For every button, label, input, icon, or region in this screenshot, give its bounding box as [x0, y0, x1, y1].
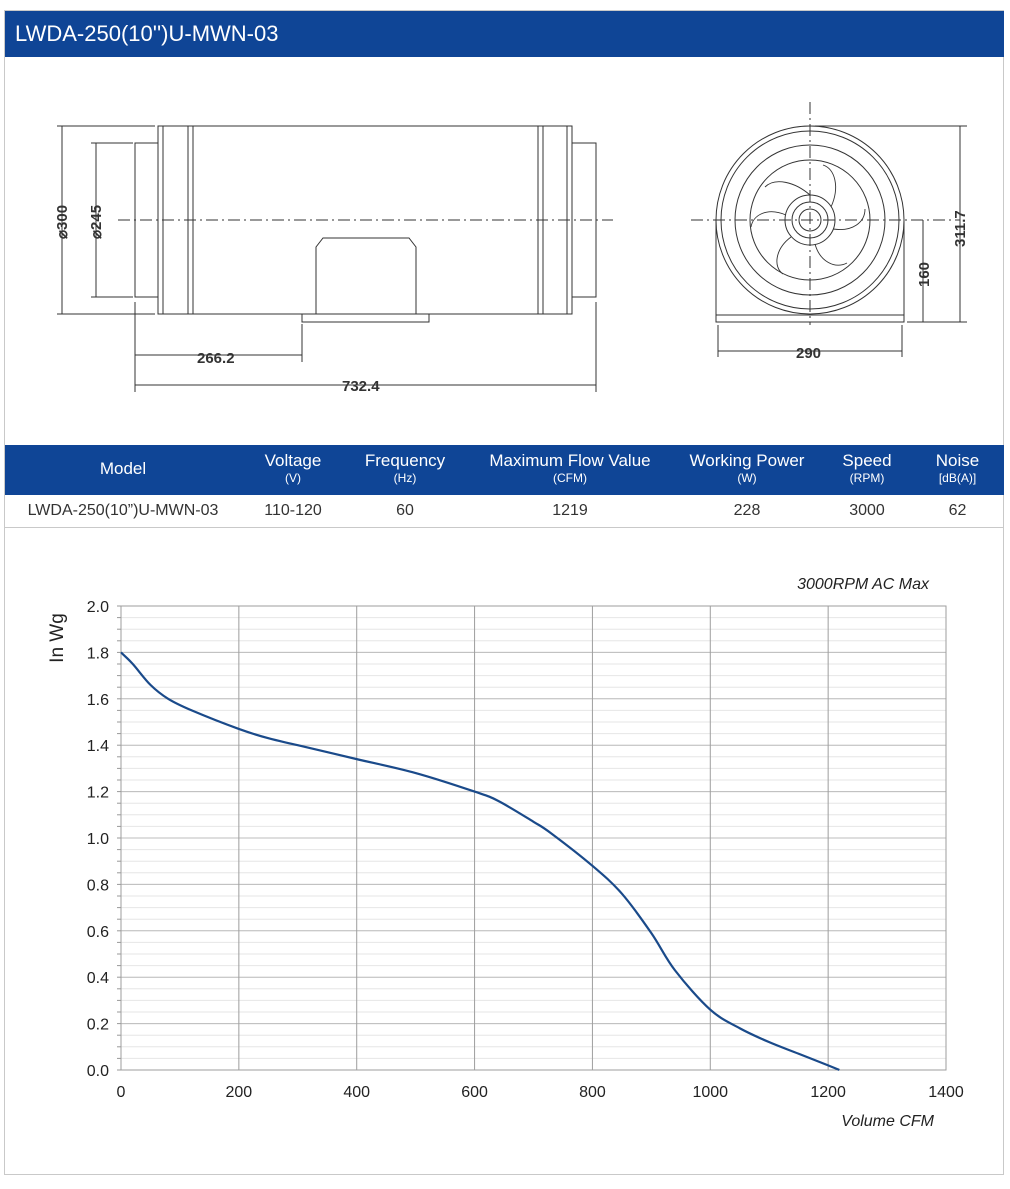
dim-outer-dia: ⌀300: [54, 205, 71, 239]
cell-model: LWDA-250(10”)U-MWN-03: [27, 502, 219, 519]
y-axis-label: In Wg: [47, 613, 68, 663]
cell-max-flow: 1219: [552, 502, 588, 519]
header-frequency: Frequency (Hz): [364, 451, 446, 485]
header-noise: Noise [dB(A)]: [935, 451, 980, 485]
y-tick-label: 0.8: [87, 877, 109, 894]
header-max-flow: Maximum Flow Value (CFM): [489, 451, 651, 485]
y-tick-label: 0.4: [87, 970, 109, 987]
y-tick-label: 1.0: [87, 831, 109, 848]
header-working-power: Working Power (W): [689, 451, 805, 485]
x-axis-label: Volume CFM: [841, 1113, 934, 1130]
y-tick-label: 0.0: [87, 1063, 109, 1080]
y-tick-label: 1.8: [87, 645, 109, 662]
dim-width: 290: [796, 345, 821, 362]
dim-center-height: 160: [916, 262, 933, 287]
page-title: LWDA-250(10'')U-MWN-03: [15, 21, 279, 46]
x-tick-label: 1200: [810, 1084, 846, 1101]
y-tick-label: 0.2: [87, 1017, 109, 1034]
page-frame: [4, 10, 1004, 1175]
performance-chart: 3000RPM AC Max In Wg Volume CFM 0.0 0.2 0.…: [47, 576, 964, 1130]
cell-noise: 62: [948, 502, 967, 519]
cell-working-power: 228: [733, 502, 761, 519]
cell-voltage: 110-120: [264, 502, 322, 519]
header-speed: Speed (RPM): [842, 451, 892, 485]
x-tick-label: 200: [226, 1084, 253, 1101]
y-tick-label: 2.0: [87, 599, 109, 616]
x-tick-label: 800: [579, 1084, 606, 1101]
header-voltage: Voltage (V): [264, 451, 322, 485]
y-tick-label: 0.6: [87, 924, 109, 941]
dim-inner-dia: ⌀245: [88, 205, 105, 239]
x-tick-label: 600: [461, 1084, 488, 1101]
x-tick-label: 1000: [692, 1084, 728, 1101]
x-tick-label: 0: [117, 1084, 126, 1101]
cell-frequency: 60: [396, 502, 414, 519]
cell-speed: 3000: [849, 502, 885, 519]
y-tick-label: 1.2: [87, 785, 109, 802]
series-line: [120, 651, 840, 1072]
chart-annotation: 3000RPM AC Max: [797, 576, 930, 593]
dim-total-length: 732.4: [342, 378, 380, 395]
x-tick-label: 1400: [928, 1084, 964, 1101]
dim-inlet-length: 266.2: [197, 350, 235, 367]
header-model: Model: [99, 459, 147, 478]
y-tick-label: 1.6: [87, 692, 109, 709]
y-tick-label: 1.4: [87, 738, 109, 755]
spec-table-header: Model Voltage (V) Frequency (Hz) Maximum F…: [5, 445, 1004, 495]
title-bar: LWDA-250(10'')U-MWN-03: [5, 11, 1004, 57]
x-tick-label: 400: [343, 1084, 370, 1101]
dim-height: 311.7: [952, 210, 969, 247]
spec-table-row: LWDA-250(10”)U-MWN-03 110-120 60 1219 22…: [5, 495, 1004, 528]
dimension-drawing: ⌀300 ⌀245 266.2 732.4 290 311.7 160: [54, 102, 969, 395]
